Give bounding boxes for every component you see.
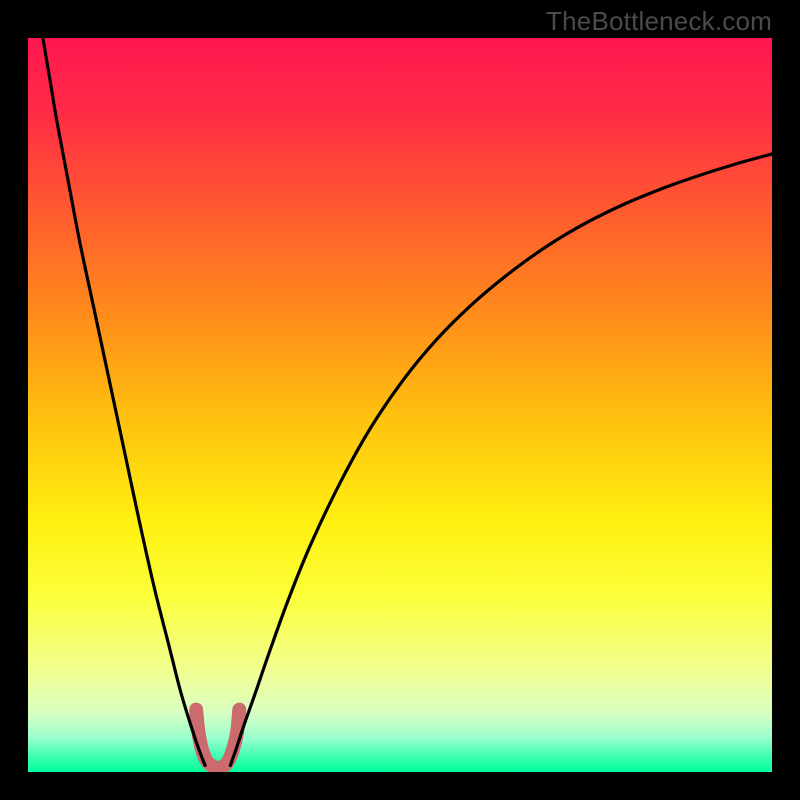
curve-segment-1 xyxy=(230,154,772,765)
curve-segment-0 xyxy=(43,38,205,765)
plot-area xyxy=(28,38,772,772)
chart-svg xyxy=(28,38,772,772)
watermark-text: TheBottleneck.com xyxy=(546,6,772,37)
